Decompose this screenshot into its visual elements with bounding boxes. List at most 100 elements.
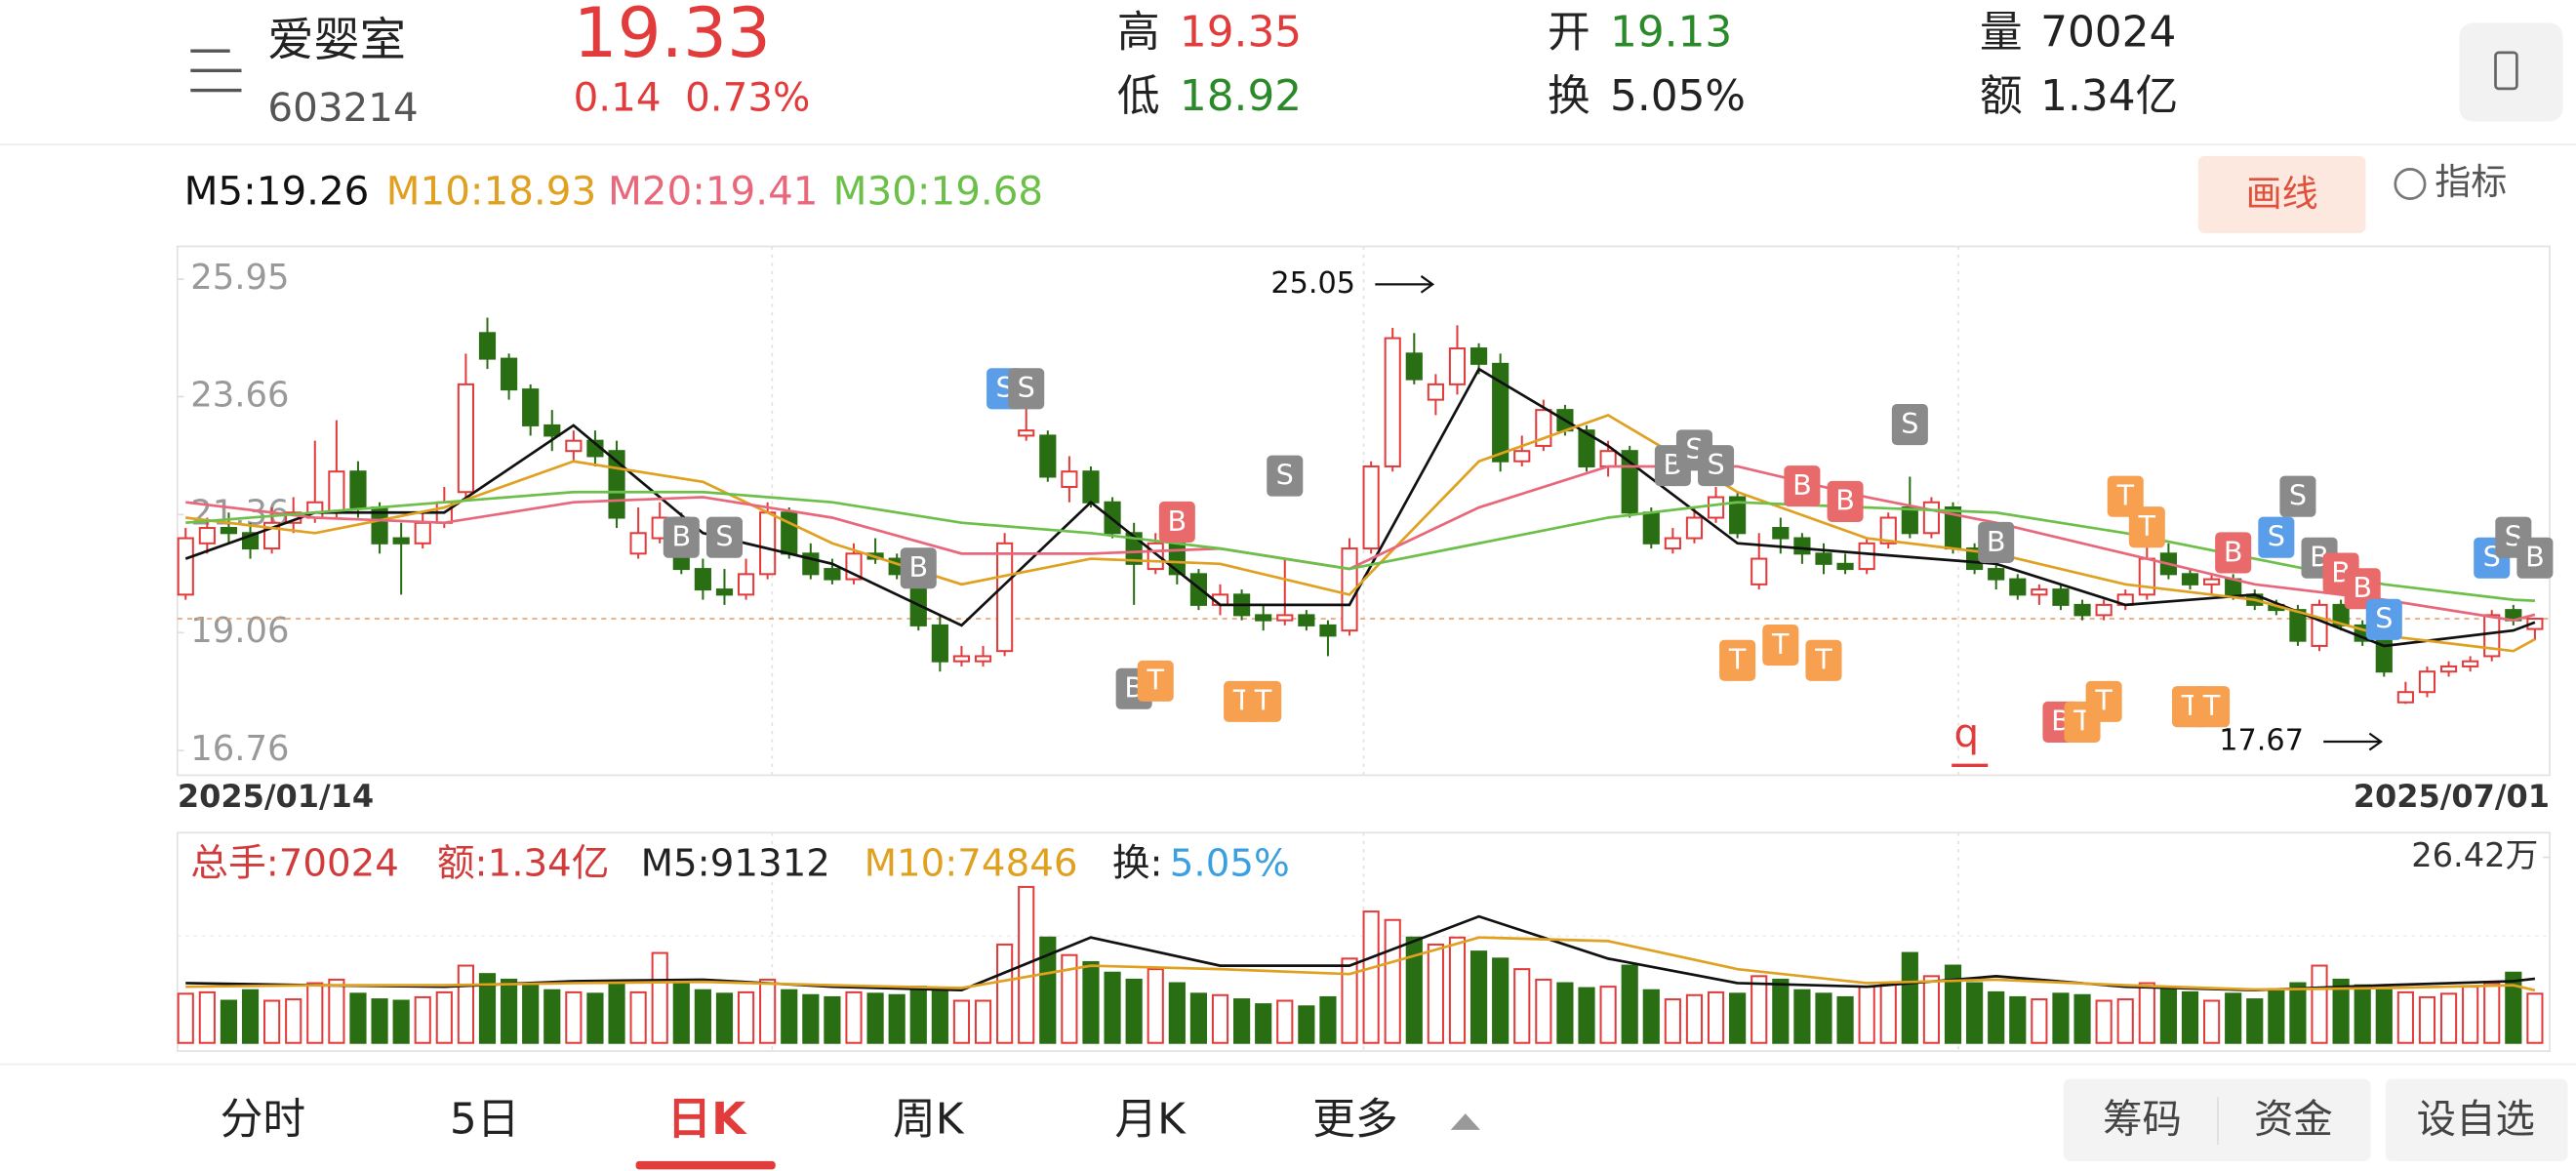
signal-icon xyxy=(2128,506,2165,548)
volume-bar xyxy=(2009,995,2027,1044)
tab[interactable]: 更多 xyxy=(1312,1095,1398,1145)
tab[interactable]: 分时 xyxy=(221,1095,306,1145)
menu-icon[interactable] xyxy=(190,49,242,93)
quote-label: 低 xyxy=(1117,71,1160,121)
signal-label: B xyxy=(2353,571,2372,604)
signal-label: T xyxy=(2138,509,2156,543)
volume-label: 额:1.34亿 xyxy=(437,841,610,885)
candle-body xyxy=(1405,352,1423,381)
volume-bar xyxy=(1255,1003,1272,1044)
candle-body xyxy=(1427,383,1444,401)
button[interactable]: 筹码 xyxy=(2103,1096,2182,1143)
quote-value: 19.13 xyxy=(1610,7,1732,57)
signal-icon xyxy=(1762,625,1799,666)
volume-bar xyxy=(759,978,777,1044)
candle-body xyxy=(1836,562,1854,571)
candle-body xyxy=(1901,505,1918,535)
volume-bar xyxy=(2095,999,2113,1044)
signal-label: S xyxy=(1707,448,1724,481)
candle-body xyxy=(824,568,841,581)
signal-icon xyxy=(1698,445,1735,487)
ma-line xyxy=(185,413,2536,653)
volume-bar xyxy=(1836,995,1854,1044)
tab[interactable]: 周K xyxy=(893,1095,965,1145)
quote-value: 1.34亿 xyxy=(2040,71,2178,121)
button[interactable]: 资金 xyxy=(2254,1096,2333,1143)
candle-body xyxy=(392,537,410,545)
candle-body xyxy=(952,655,971,663)
change-pct: 0.73% xyxy=(685,74,810,121)
candle-body xyxy=(1298,614,1315,626)
volume-bar xyxy=(457,964,474,1044)
tab-active[interactable]: 日K xyxy=(667,1093,747,1145)
signal-label: B xyxy=(908,550,928,584)
volume-bar xyxy=(802,993,820,1044)
volume-bar xyxy=(2483,982,2501,1044)
volume-bar xyxy=(543,989,561,1044)
candle-body xyxy=(1707,496,1725,519)
volume-bar xyxy=(1039,936,1057,1044)
volume-bar xyxy=(2268,989,2285,1044)
candle-body xyxy=(1621,450,1638,514)
volume-bar xyxy=(1966,982,1984,1044)
candle-body xyxy=(781,511,798,555)
volume-bar xyxy=(1427,943,1444,1044)
button-group xyxy=(2063,1078,2371,1161)
screen-toggle-button[interactable] xyxy=(2459,22,2563,122)
annotation-arrowhead xyxy=(1420,275,1435,294)
candle-body xyxy=(1319,624,1337,637)
draw-label: 画线 xyxy=(2246,173,2318,215)
volume-bar xyxy=(1189,992,1208,1044)
candle-body xyxy=(2202,578,2221,586)
candle-body xyxy=(1922,501,1941,535)
volume-bar xyxy=(328,978,345,1044)
candle-body xyxy=(1082,470,1100,504)
volume-bar xyxy=(1944,964,1962,1044)
tab[interactable]: 月K xyxy=(1114,1095,1187,1145)
volume-bar xyxy=(1448,936,1467,1044)
candle-body xyxy=(522,388,540,426)
candle-body xyxy=(1492,362,1509,463)
candle-body xyxy=(1858,542,1875,571)
volume-bar xyxy=(608,982,625,1044)
tab[interactable]: 5日 xyxy=(450,1095,520,1145)
volume-bar xyxy=(1815,992,1832,1044)
volume-bar xyxy=(1642,989,1660,1044)
candle-body xyxy=(1039,434,1057,478)
signal-label: S xyxy=(1901,407,1918,440)
candle-body xyxy=(220,527,238,535)
volume-bar xyxy=(1556,982,1574,1044)
volume-label: 5.05% xyxy=(1170,841,1290,885)
candle-body xyxy=(349,470,367,509)
volume-bar xyxy=(435,990,453,1044)
signal-label: S xyxy=(1018,371,1035,404)
volume-bar xyxy=(1469,950,1488,1044)
volume-bar xyxy=(285,998,302,1044)
button[interactable]: 设自选 xyxy=(2417,1096,2535,1143)
volume-bar xyxy=(909,986,927,1044)
indicator-icon[interactable] xyxy=(2394,168,2427,200)
ma-line xyxy=(185,936,2536,992)
stock-code: 603214 xyxy=(267,84,418,131)
candle-body xyxy=(1469,347,1488,365)
volume-bar xyxy=(1879,982,1897,1044)
indicator-label[interactable]: 指标 xyxy=(2435,161,2507,203)
candle-body xyxy=(737,573,755,596)
signal-icon xyxy=(1978,521,2015,563)
signal-label: B xyxy=(2224,535,2243,568)
more-arrow[interactable] xyxy=(1450,1113,1480,1130)
volume-bar xyxy=(1751,975,1768,1044)
volume-bar xyxy=(1147,968,1164,1044)
signal-label: S xyxy=(2268,520,2285,553)
volume-bar xyxy=(177,992,194,1044)
candle-body xyxy=(565,439,583,453)
volume-bar xyxy=(241,989,260,1044)
candle-body xyxy=(1751,557,1768,586)
volume-bar xyxy=(672,980,690,1044)
volume-bar xyxy=(737,990,755,1044)
quote-value: 5.05% xyxy=(1610,71,1746,121)
draw-button[interactable] xyxy=(2197,155,2366,233)
volume-bar xyxy=(824,995,841,1044)
volume-bar xyxy=(220,999,238,1044)
